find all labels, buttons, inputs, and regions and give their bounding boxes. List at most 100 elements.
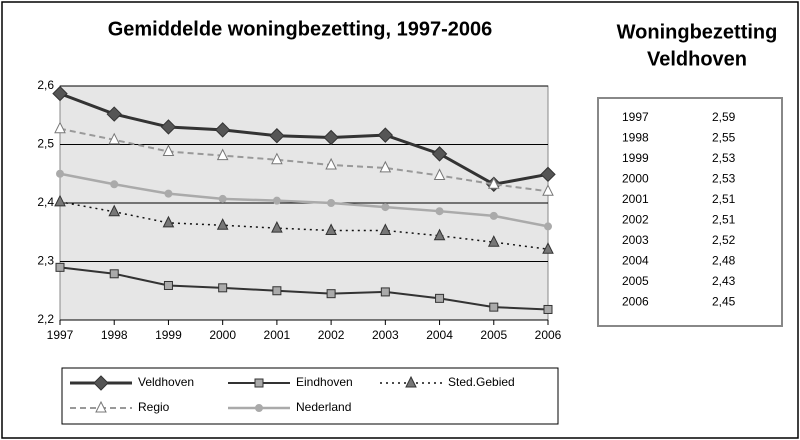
data-point: [487, 235, 500, 247]
series-line: [59, 266, 549, 311]
data-point: [214, 122, 231, 138]
x-tick-label: 1997: [47, 328, 74, 342]
data-point: [543, 304, 553, 314]
series-line: [59, 127, 549, 193]
data-point: [325, 223, 337, 235]
table-title: Woningbezetting: [617, 21, 778, 43]
x-tick-label: 2002: [318, 328, 345, 342]
data-point: [109, 269, 119, 279]
x-tick-label: 1999: [155, 328, 182, 342]
legend-marker: [254, 378, 264, 388]
data-point: [323, 129, 339, 146]
table-year: 2001: [622, 192, 649, 206]
table-value: 2,55: [712, 131, 736, 145]
data-point: [542, 184, 554, 196]
legend-label: Eindhoven: [296, 375, 353, 389]
table-value: 2,59: [712, 110, 736, 124]
x-tick-label: 2000: [209, 328, 236, 342]
x-tick-label: 2001: [264, 328, 291, 342]
data-point: [435, 207, 444, 216]
table-year: 2003: [622, 233, 649, 247]
data-point: [380, 287, 390, 297]
y-tick-label: 2,5: [37, 137, 54, 151]
y-tick-label: 2,4: [37, 195, 54, 209]
x-tick-label: 1998: [101, 328, 128, 342]
x-tick-label: 2004: [426, 328, 453, 342]
data-point: [433, 228, 446, 241]
table-year: 2005: [622, 274, 649, 288]
data-point: [489, 211, 498, 220]
data-point: [433, 168, 446, 181]
data-point: [216, 148, 229, 161]
data-point: [269, 128, 285, 144]
data-point: [108, 132, 121, 145]
data-point: [110, 180, 119, 189]
y-tick-label: 2,3: [37, 254, 54, 268]
data-point: [218, 194, 227, 203]
table-value: 2,45: [712, 295, 736, 309]
data-point: [54, 194, 66, 207]
data-point: [216, 218, 229, 230]
data-point: [56, 169, 64, 178]
data-point: [435, 293, 445, 303]
table-value: 2,51: [712, 192, 736, 206]
data-point: [325, 157, 337, 170]
x-tick-label: 2006: [535, 328, 562, 342]
table-value: 2,51: [712, 213, 736, 227]
table-box: [597, 97, 783, 327]
table-year: 1997: [622, 110, 649, 124]
data-point: [164, 189, 173, 198]
data-point: [272, 286, 282, 296]
data-point: [544, 222, 552, 231]
data-point: [162, 215, 175, 228]
data-point: [162, 144, 175, 157]
legend-label: Nederland: [296, 400, 351, 414]
table-year: 2004: [622, 254, 649, 268]
chart-title: Gemiddelde woningbezetting, 1997-2006: [108, 18, 493, 40]
data-point: [327, 199, 336, 207]
data-point: [163, 280, 173, 290]
data-point: [377, 127, 394, 143]
table-title: Veldhoven: [647, 48, 747, 70]
y-tick-label: 2,2: [37, 312, 54, 326]
table-value: 2,53: [712, 151, 736, 165]
data-point: [326, 289, 336, 299]
table-year: 2000: [622, 172, 649, 186]
table-value: 2,48: [712, 254, 736, 268]
series-line: [59, 201, 549, 250]
table-value: 2,43: [712, 274, 736, 288]
data-point: [271, 152, 283, 165]
data-point: [108, 204, 121, 217]
data-point: [487, 177, 500, 189]
data-point: [52, 85, 68, 102]
data-point: [272, 196, 281, 205]
legend-marker: [93, 375, 109, 391]
data-point: [54, 121, 66, 134]
table-value: 2,53: [712, 172, 736, 186]
data-point: [160, 119, 177, 135]
data-point: [431, 146, 448, 162]
legend-marker: [405, 375, 417, 388]
table-year: 2006: [622, 295, 649, 309]
data-point: [540, 166, 556, 183]
table-value: 2,52: [712, 233, 736, 247]
legend-label: Regio: [138, 400, 170, 414]
data-point: [271, 221, 283, 233]
data-point: [106, 106, 122, 122]
x-tick-label: 2003: [372, 328, 399, 342]
data-point: [379, 223, 392, 235]
data-point: [55, 262, 65, 272]
y-tick-label: 2,6: [37, 78, 54, 92]
legend-marker: [95, 400, 107, 413]
data-point: [381, 203, 390, 212]
x-tick-label: 2005: [480, 328, 507, 342]
legend-label: Veldhoven: [138, 375, 194, 389]
legend-box: [61, 367, 559, 425]
table-year: 1999: [622, 151, 649, 165]
data-point: [218, 283, 228, 293]
legend-label: Sted.Gebied: [448, 375, 515, 389]
series-line: [59, 172, 549, 228]
table-year: 2002: [622, 213, 649, 227]
data-point: [542, 242, 554, 254]
